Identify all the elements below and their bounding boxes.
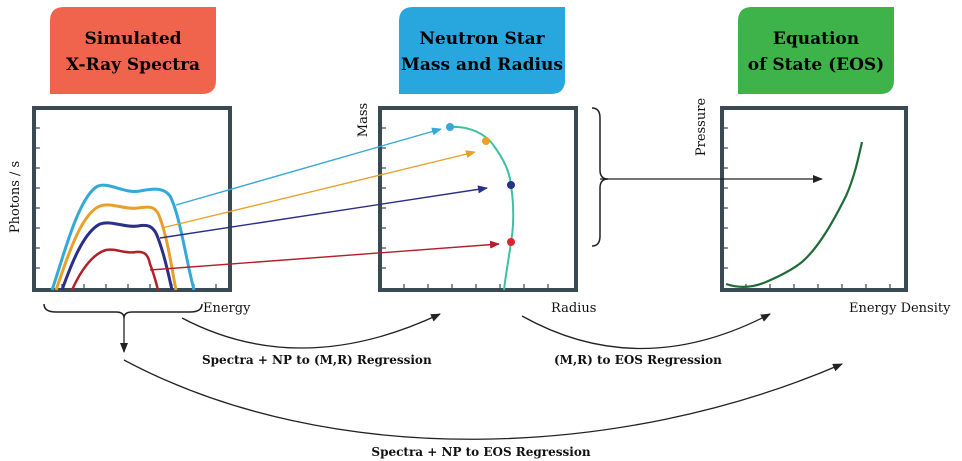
mr-point-orange	[482, 137, 490, 145]
header-spectra: Simulated X-Ray Spectra	[50, 7, 216, 94]
spectra-ylabel: Photons / s	[8, 161, 23, 233]
spectra-frame	[32, 106, 232, 292]
arrow-red	[149, 240, 500, 271]
arrow-navy	[159, 185, 488, 239]
label-spectra-to-eos: Spectra + NP to EOS Regression	[371, 445, 590, 459]
label-mr-to-eos: (M,R) to EOS Regression	[554, 353, 722, 367]
header-mass-radius: Neutron Star Mass and Radius	[399, 7, 565, 94]
mass-radius-brace	[591, 107, 609, 247]
header-spectra-line2: X-Ray Spectra	[66, 55, 200, 75]
mass-radius-ticks	[382, 127, 549, 288]
arrow-cyan	[175, 127, 442, 206]
label-spectra-to-mr: Spectra + NP to (M,R) Regression	[202, 353, 432, 367]
mass-radius-ylabel: Mass	[356, 103, 371, 137]
eos-curve	[725, 141, 864, 288]
arrow-spectra-to-mr	[181, 313, 441, 349]
spectra-brace	[43, 303, 203, 319]
spectra-xlabel: Energy	[203, 301, 251, 316]
mass-radius-xlabel: Radius	[551, 301, 596, 316]
spectrum-curve-red	[70, 248, 160, 291]
arrow-spectra-to-eos	[123, 359, 843, 440]
header-eos-line2: of State (EOS)	[748, 55, 884, 75]
mr-point-cyan	[446, 123, 454, 131]
eos-panel: Pressure Energy Density	[694, 98, 951, 316]
header-eos: Equation of State (EOS)	[738, 7, 894, 94]
eos-ticks	[724, 127, 891, 288]
arrow-orange	[161, 150, 476, 229]
eos-xlabel: Energy Density	[849, 301, 951, 316]
header-mass-radius-line2: Mass and Radius	[401, 55, 563, 75]
header-spectra-line1: Simulated	[84, 29, 181, 49]
eos-frame	[720, 106, 908, 292]
spectrum-curve-navy	[60, 221, 174, 291]
arrow-mr-to-eos	[521, 313, 771, 350]
spectrum-curve-orange	[54, 203, 178, 291]
mr-point-red	[507, 238, 515, 246]
header-mass-radius-line1: Neutron Star	[419, 29, 545, 49]
eos-ylabel: Pressure	[694, 98, 709, 157]
spectra-panel: Photons / s Energy	[8, 106, 251, 316]
mass-radius-curve	[449, 125, 515, 291]
mr-point-navy	[507, 181, 515, 189]
mass-radius-panel: Mass Radius	[356, 103, 596, 316]
mass-radius-frame	[378, 106, 578, 292]
header-eos-line1: Equation	[773, 29, 859, 49]
